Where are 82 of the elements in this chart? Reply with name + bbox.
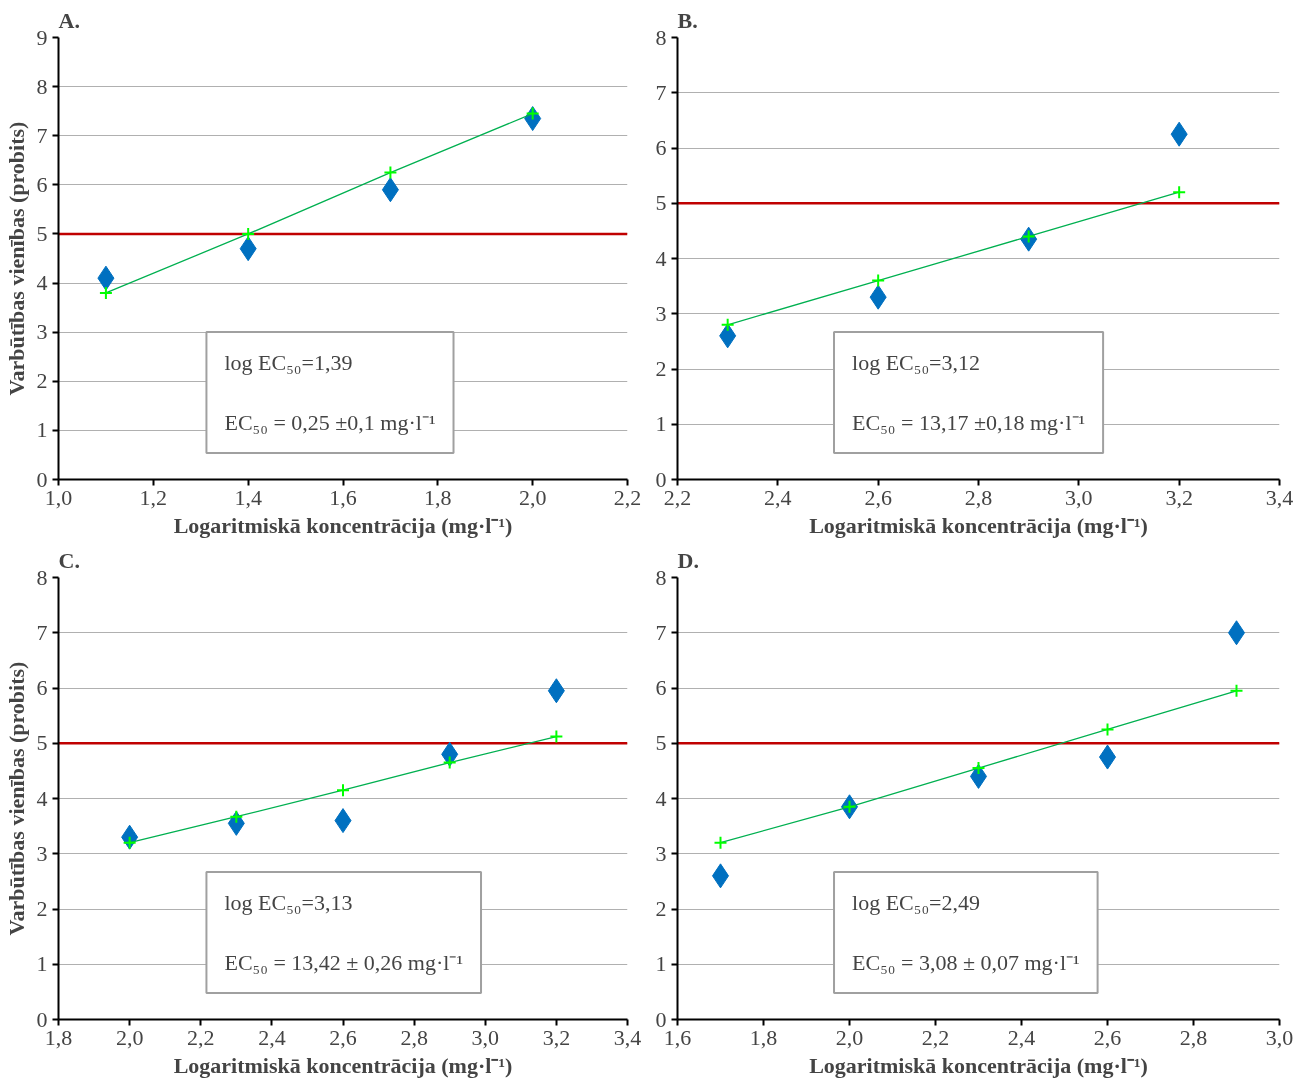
y-tick-label: 8 bbox=[36, 564, 48, 590]
y-tick-label: 3 bbox=[36, 840, 48, 866]
chart-title: B. bbox=[677, 7, 698, 33]
x-tick-label: 1,8 bbox=[424, 484, 452, 510]
chart-title: C. bbox=[58, 547, 80, 573]
y-tick-label: 1 bbox=[655, 951, 667, 977]
x-tick-label: 2,0 bbox=[115, 1024, 144, 1050]
x-tick-label: 3,0 bbox=[1265, 1024, 1294, 1050]
x-tick-label: 1,4 bbox=[234, 484, 262, 510]
y-tick-label: 7 bbox=[655, 79, 667, 105]
x-tick-label: 3,2 bbox=[542, 1024, 571, 1050]
y-tick-label: 7 bbox=[655, 619, 667, 645]
y-tick-label: 5 bbox=[655, 190, 667, 216]
annotation: EC₅₀ = 3,08 ± 0,07 mg·l⁻¹ bbox=[852, 949, 1080, 975]
y-tick-label: 7 bbox=[36, 122, 48, 148]
y-tick-label: 6 bbox=[36, 675, 48, 700]
y-tick-label: 5 bbox=[36, 730, 48, 756]
y-tick-label: 1 bbox=[36, 417, 48, 443]
y-tick-label: 4 bbox=[36, 785, 48, 811]
x-tick-label: 2,4 bbox=[1007, 1024, 1036, 1050]
y-tick-label: 4 bbox=[36, 270, 48, 296]
x-tick-label: 3,4 bbox=[613, 1024, 642, 1050]
y-tick-label: 4 bbox=[655, 245, 667, 271]
y-tick-label: 6 bbox=[655, 135, 667, 160]
chart-title: A. bbox=[58, 7, 80, 33]
annotation: log EC₅₀=3,13 bbox=[224, 889, 353, 915]
x-tick-label: 3,0 bbox=[471, 1024, 499, 1050]
x-tick-label: 1,8 bbox=[749, 1024, 778, 1050]
annotation: EC₅₀ = 13,42 ± 0,26 mg·l⁻¹ bbox=[224, 949, 464, 975]
annotation: log EC₅₀=2,49 bbox=[852, 889, 980, 915]
x-tick-label: 2,6 bbox=[864, 484, 892, 510]
y-tick-label: 2 bbox=[36, 896, 48, 921]
x-tick-label: 2,6 bbox=[1093, 1024, 1122, 1050]
y-tick-label: 6 bbox=[655, 675, 667, 700]
x-tick-label: 2,8 bbox=[964, 484, 993, 510]
x-axis-title: Logaritmiskā koncentrācija (mg·l⁻¹) bbox=[809, 512, 1148, 538]
y-axis-title: Varbūtības vienības (probits) bbox=[3, 661, 29, 936]
x-tick-label: 3,4 bbox=[1265, 484, 1294, 510]
x-tick-label: 1,2 bbox=[139, 484, 168, 510]
annotation: log EC₅₀=3,12 bbox=[852, 349, 980, 375]
x-tick-label: 2,2 bbox=[187, 1024, 215, 1050]
x-tick-label: 2,0 bbox=[518, 484, 547, 510]
annotation: log EC₅₀=1,39 bbox=[224, 349, 353, 375]
x-tick-label: 2,8 bbox=[400, 1024, 428, 1050]
y-tick-label: 0 bbox=[655, 466, 667, 492]
x-tick-label: 2,8 bbox=[1179, 1024, 1208, 1050]
x-tick-label: 2,2 bbox=[921, 1024, 950, 1050]
x-tick-label: 1,6 bbox=[329, 484, 357, 510]
y-tick-label: 3 bbox=[36, 319, 48, 345]
y-tick-label: 3 bbox=[655, 840, 667, 866]
y-tick-label: 8 bbox=[655, 564, 667, 590]
y-tick-label: 9 bbox=[36, 24, 48, 50]
y-tick-label: 0 bbox=[36, 1006, 48, 1032]
x-tick-label: 2,2 bbox=[613, 484, 642, 510]
annotation: EC₅₀ = 0,25 ±0,1 mg·l⁻¹ bbox=[224, 409, 436, 435]
y-tick-label: 6 bbox=[36, 171, 48, 197]
y-tick-label: 0 bbox=[36, 466, 48, 492]
y-tick-label: 7 bbox=[36, 619, 48, 645]
y-tick-label: 8 bbox=[655, 24, 667, 50]
x-tick-label: 2,0 bbox=[835, 1024, 864, 1050]
y-tick-label: 4 bbox=[655, 785, 667, 811]
y-tick-label: 3 bbox=[655, 300, 667, 326]
x-axis-title: Logaritmiskā koncentrācija (mg·l⁻¹) bbox=[173, 1052, 513, 1078]
y-tick-label: 0 bbox=[655, 1006, 667, 1032]
y-axis-title: Varbūtības vienības (probits) bbox=[3, 121, 29, 396]
y-tick-label: 2 bbox=[36, 368, 48, 394]
x-tick-label: 3,2 bbox=[1165, 484, 1193, 510]
y-tick-label: 5 bbox=[655, 730, 667, 756]
x-tick-label: 2,4 bbox=[258, 1024, 286, 1050]
y-tick-label: 2 bbox=[655, 896, 667, 921]
y-tick-label: 1 bbox=[36, 951, 48, 977]
chart-title: D. bbox=[677, 547, 699, 573]
y-tick-label: 1 bbox=[655, 411, 667, 437]
x-tick-label: 2,4 bbox=[764, 484, 792, 510]
x-axis-title: Logaritmiskā koncentrācija (mg·l⁻¹) bbox=[809, 1052, 1148, 1078]
x-tick-label: 3,0 bbox=[1065, 484, 1093, 510]
x-tick-label: 2,6 bbox=[329, 1024, 357, 1050]
y-tick-label: 5 bbox=[36, 220, 48, 246]
x-axis-title: Logaritmiskā koncentrācija (mg·l⁻¹) bbox=[173, 512, 513, 538]
y-tick-label: 2 bbox=[655, 356, 667, 381]
y-tick-label: 8 bbox=[36, 73, 48, 99]
annotation: EC₅₀ = 13,17 ±0,18 mg·l⁻¹ bbox=[852, 409, 1086, 435]
